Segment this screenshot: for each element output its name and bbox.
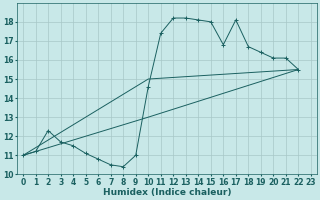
X-axis label: Humidex (Indice chaleur): Humidex (Indice chaleur) [103,188,231,197]
